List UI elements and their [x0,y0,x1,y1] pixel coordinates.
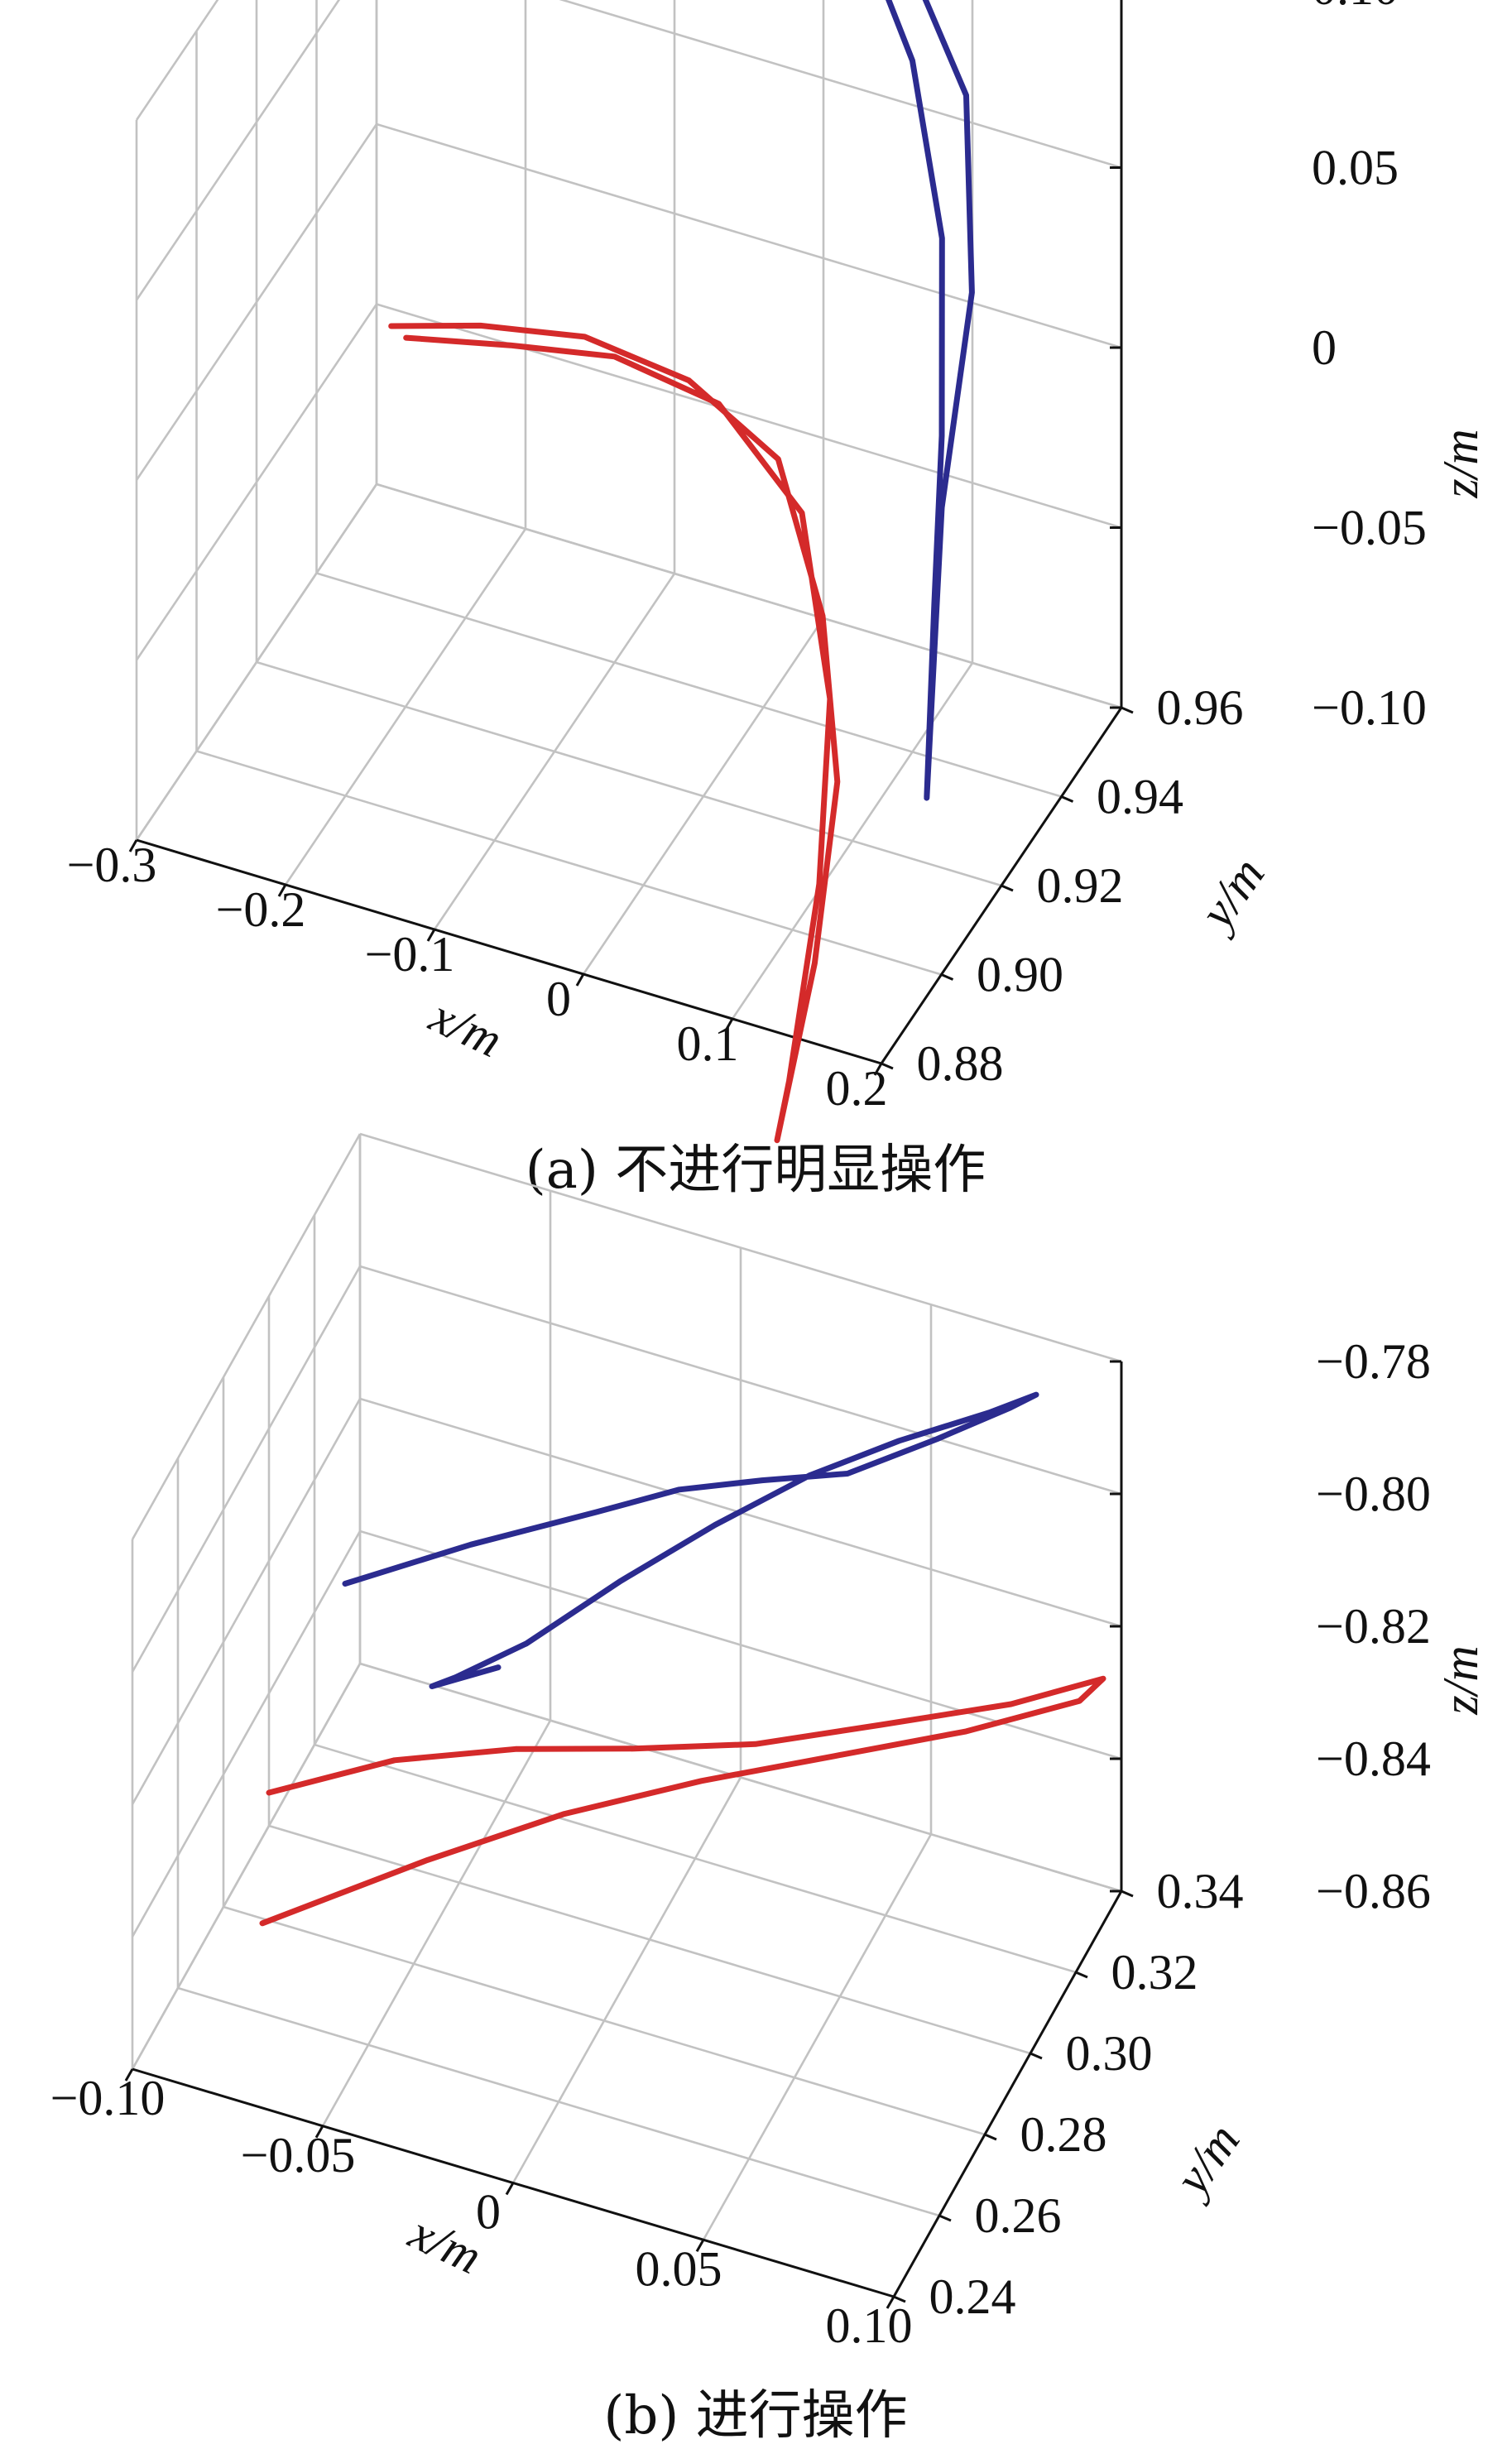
chart-a: −0.3−0.2−0.100.10.2 0.880.900.920.940.96−… [67,0,1488,1144]
grid-wall-x-horizontal [359,1265,1122,1496]
y-tick [1075,1971,1088,1979]
y-tick [1121,1890,1134,1898]
x-tick-label: 0.2 [826,1061,888,1116]
x-tick [873,1063,883,1076]
y-axis-label: y/m [1186,848,1274,942]
y-tick [938,2214,952,2222]
y-tick-label: 0.28 [1020,2107,1107,2162]
grid-wall-x-horizontal [376,122,1122,349]
grid-floor-y [177,1986,940,2217]
grid-floor-x [321,1720,552,2127]
y-tick [1060,795,1074,803]
grid-wall-x-horizontal [359,1662,1122,1893]
grid-wall-y-horizontal [131,1265,362,1673]
grid-wall-x-horizontal [559,0,1122,169]
grid-floor-x [702,1833,933,2240]
x-tick [128,839,138,852]
grid-wall-x-horizontal [376,483,1122,709]
z-tick-label: 0.05 [1312,141,1399,195]
x-axis-label: x/m [421,987,510,1068]
x-tick [426,929,436,942]
x-tick [724,1018,734,1031]
z-tick-label: −0.84 [1316,1731,1431,1786]
y-tick [984,2133,997,2141]
grid-floor-y [223,1905,986,2136]
y-tick-label: 0.30 [1066,2026,1153,2081]
z-tick-label: 0 [1312,320,1337,375]
grid-lines [131,1132,1123,2298]
y-tick [1030,2052,1043,2060]
grid-floor-y [256,660,1002,887]
axes: −0.3−0.2−0.100.10.2 0.880.900.920.940.96−… [67,0,1488,1116]
x-tick-label: 0.10 [826,2298,913,2353]
x-axis-line [136,838,882,1065]
x-tick [695,2239,705,2252]
trajectory-line-2 [259,1675,1106,1927]
chart-b: −0.10 −0.05 0 0.05 0.10 0.24 0.26 0.28 0.30 0.32 0… [50,1132,1488,2353]
grid-wall-y-horizontal [135,123,378,481]
grid-floor-y [316,572,1062,798]
x-tick-label: −0.2 [216,882,306,937]
x-tick-label: 0 [476,2185,501,2240]
y-tick [881,1062,894,1070]
y-tick [940,973,954,981]
x-tick-label: −0.1 [365,927,455,982]
y-tick-label: 0.32 [1111,1945,1198,2000]
grid-wall-y-horizontal [131,1663,362,2070]
y-tick-label: 0.24 [929,2269,1016,2324]
grid-wall-y-horizontal [135,483,378,841]
grid-wall-y-horizontal [135,303,378,661]
z-tick-label: −0.82 [1316,1599,1431,1654]
z-tick-label: −0.10 [1312,680,1427,735]
caption-b: (b) 进行操作 [603,2385,907,2447]
trajectory-line-2 [388,322,841,1144]
x-tick-label: 0 [546,972,571,1026]
z-axis-label: z/m [1433,1645,1488,1715]
caption-a: (a) 不进行明显操作 [526,1140,986,1201]
x-tick-label: 0.1 [677,1016,739,1071]
axes: −0.10 −0.05 0 0.05 0.10 0.24 0.26 0.28 0.30 0.32 0… [50,1334,1488,2353]
trajectory-line-1 [342,1391,1039,1689]
x-tick [277,884,287,897]
z-axis-label: z/m [1433,429,1488,498]
y-axis-label: y/m [1161,2114,1250,2208]
grid-wall-y-horizontal [131,1398,362,1805]
x-tick [124,2068,134,2082]
trajectory-line-1 [886,0,975,801]
x-tick [886,2296,895,2309]
y-axis-line [892,1890,1123,2298]
z-tick-label: −0.05 [1312,501,1427,555]
x-tick-label: −0.05 [241,2128,356,2182]
grid-wall-y-horizontal [135,0,219,121]
x-tick-label: −0.3 [67,838,157,892]
y-tick-label: 0.88 [917,1036,1004,1091]
grid-wall-x-horizontal [359,1132,1122,1363]
grid-wall-y-horizontal [131,1133,362,1540]
y-tick [1001,884,1014,892]
y-tick-label: 0.26 [975,2188,1062,2243]
y-tick [893,2295,906,2303]
z-tick-label: −0.78 [1316,1334,1431,1389]
y-tick-label: 0.90 [977,948,1063,1002]
z-tick-label: −0.86 [1316,1864,1431,1918]
grid-wall-x-horizontal [376,303,1122,529]
z-tick-label: 0.10 [1312,0,1399,15]
grid-floor-y [268,1824,1031,2055]
x-tick [314,2125,324,2139]
y-tick-label: 0.96 [1157,680,1244,735]
grid-wall-y-horizontal [135,0,341,301]
y-tick-label: 0.92 [1037,858,1124,913]
grid-wall-y-horizontal [131,1530,362,1938]
x-tick-label: 0.05 [636,2241,722,2296]
grid-floor-x [511,1776,742,2184]
y-tick-label: 0.34 [1157,1864,1244,1918]
y-tick-label: 0.94 [1097,770,1183,824]
x-tick [575,973,585,987]
x-tick-label: −0.10 [50,2071,166,2125]
x-tick [505,2182,515,2196]
grid-floor-y [314,1743,1077,1974]
y-tick [1121,706,1134,714]
z-tick-label: −0.80 [1316,1467,1431,1521]
